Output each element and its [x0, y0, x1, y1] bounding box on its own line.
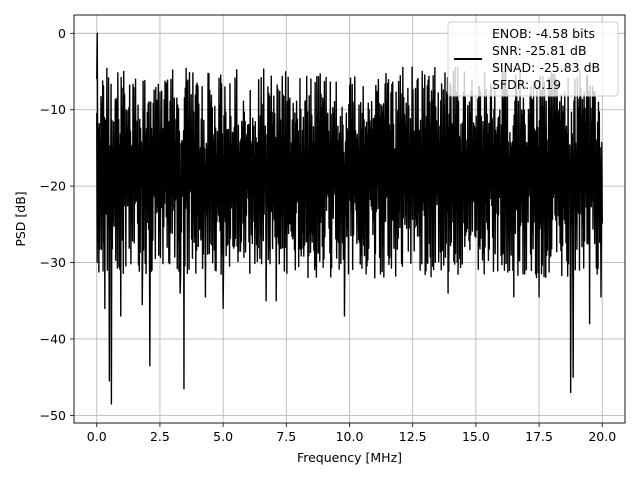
x-tick-label: 17.5: [525, 429, 553, 444]
x-tick-label: 12.5: [399, 429, 427, 444]
x-tick-label: 5.0: [213, 429, 233, 444]
legend-sfdr: SFDR: 0.19: [492, 77, 561, 92]
legend-snr: SNR: -25.81 dB: [492, 43, 587, 58]
y-axis: 0 −10 −20 −30 −40 −50: [40, 26, 74, 423]
y-tick-label: −30: [40, 255, 66, 270]
y-tick-label: 0: [58, 26, 66, 41]
x-axis: 0.0 2.5 5.0 7.5 10.0 12.5 15.0 17.5 20.0: [87, 423, 616, 444]
y-tick-label: −50: [40, 408, 66, 423]
legend-sinad: SINAD: -25.83 dB: [492, 60, 600, 75]
y-tick-label: −20: [40, 179, 66, 194]
legend-box: [447, 21, 619, 97]
x-tick-label: 20.0: [588, 429, 616, 444]
psd-series-line: [96, 32, 603, 405]
y-tick-label: −40: [40, 331, 66, 346]
y-tick-label: −10: [40, 102, 66, 117]
x-tick-label: 2.5: [150, 429, 170, 444]
x-axis-label: Frequency [MHz]: [297, 450, 402, 465]
x-tick-label: 7.5: [276, 429, 296, 444]
legend-enob: ENOB: -4.58 bits: [492, 26, 595, 41]
x-tick-label: 10.0: [336, 429, 364, 444]
legend: ENOB: -4.58 bits SNR: -25.81 dB SINAD: -…: [447, 21, 619, 97]
series-layer: [96, 32, 603, 405]
y-axis-label: PSD [dB]: [13, 191, 28, 246]
x-tick-label: 15.0: [462, 429, 490, 444]
x-tick-label: 0.0: [87, 429, 107, 444]
